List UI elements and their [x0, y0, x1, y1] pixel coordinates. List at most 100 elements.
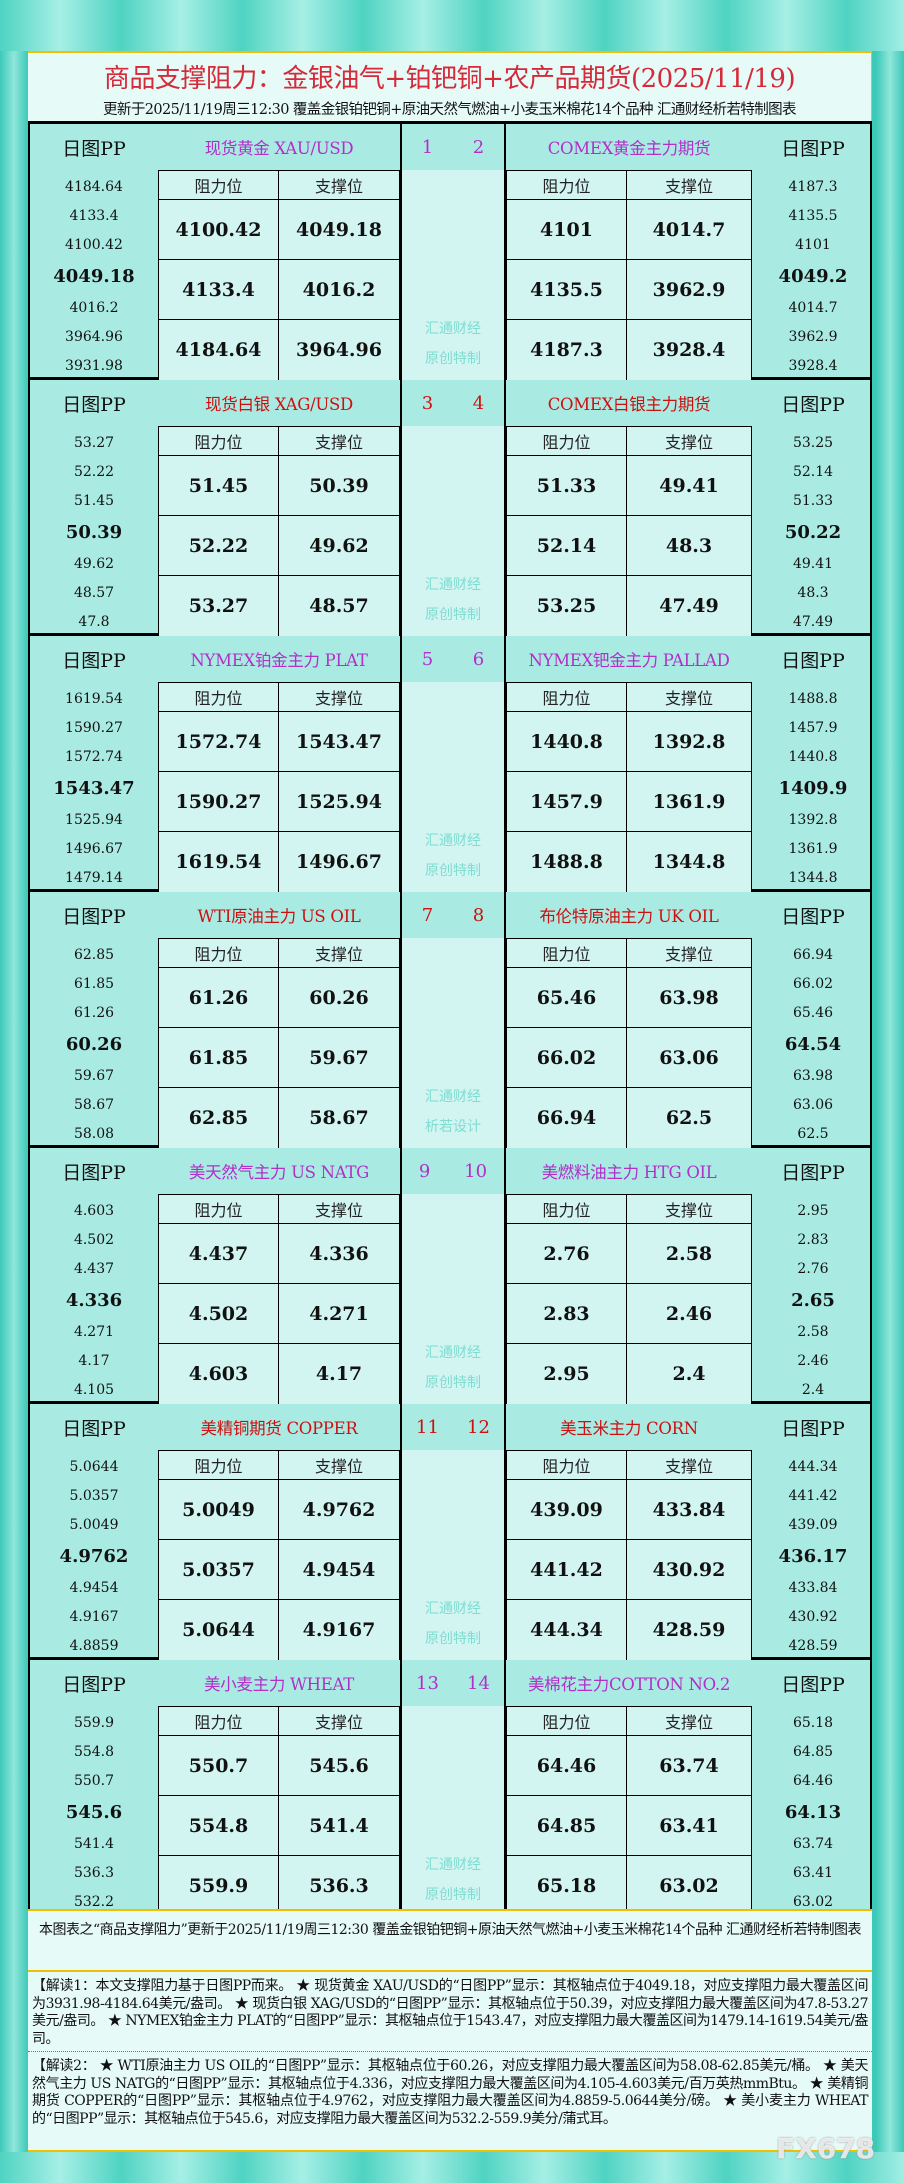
product-name-right: COMEX黄金主力期货	[547, 139, 711, 158]
resistance-value: 5.0644	[158, 1600, 279, 1660]
resistance-value: 65.46	[506, 968, 627, 1028]
pivot-point: 4049.2	[778, 265, 848, 287]
pp-level: 2.58	[797, 1323, 829, 1340]
frame-bottom	[0, 2152, 904, 2183]
watermark-text: 汇通财经	[425, 1089, 481, 1105]
pp-level: 1457.9	[788, 719, 838, 736]
pivot-point: 4.9762	[59, 1545, 129, 1567]
pivot-point: 60.26	[65, 1033, 123, 1055]
pp-level: 64.46	[792, 1772, 834, 1789]
product-name-left: 美精铜期货 COPPER	[200, 1419, 358, 1438]
pp-level: 66.02	[792, 975, 834, 992]
support-value: 48.57	[279, 576, 400, 636]
support-value: 63.02	[627, 1856, 752, 1916]
support-value: 433.84	[627, 1480, 752, 1540]
pp-level: 66.94	[792, 946, 834, 963]
support-header: 支撑位	[627, 1450, 752, 1480]
pp-level: 3931.98	[65, 357, 123, 374]
pp-level: 4.437	[73, 1260, 115, 1277]
support-value: 1525.94	[279, 772, 400, 832]
support-value: 3962.9	[627, 260, 752, 320]
resistance-value: 4101	[506, 200, 627, 260]
resistance-value: 1590.27	[158, 772, 279, 832]
pp-level: 64.85	[792, 1743, 834, 1760]
support-value: 63.98	[627, 968, 752, 1028]
title-box: 商品支撑阻力：金银油气+铂钯铜+农产品期货(2025/11/19) 更新于202…	[28, 51, 872, 121]
commodity-block: 日图PP 美精铜期货 COPPER 11 12 美玉米主力 CORN 日图PP 5.0644…	[28, 1401, 872, 1660]
pp-level: 428.59	[788, 1637, 838, 1654]
pivot-point: 64.13	[784, 1801, 842, 1823]
support-value: 63.74	[627, 1736, 752, 1796]
pp-level: 4016.2	[69, 299, 119, 316]
pp-level: 63.06	[792, 1096, 834, 1113]
product-name-left: 美小麦主力 WHEAT	[204, 1675, 354, 1694]
resistance-value: 4.502	[158, 1284, 279, 1344]
support-header: 支撑位	[627, 426, 752, 456]
watermark-text: 析若设计	[425, 1119, 481, 1135]
pp-level: 5.0049	[69, 1516, 119, 1533]
block-numbers: 11 12	[400, 1404, 506, 1450]
pp-level: 1572.74	[65, 748, 123, 765]
resistance-value: 4.437	[158, 1224, 279, 1284]
resistance-value: 1457.9	[506, 772, 627, 832]
pp-level: 532.2	[73, 1893, 115, 1910]
resistance-header: 阻力位	[506, 682, 627, 712]
support-value: 63.41	[627, 1796, 752, 1856]
resistance-header: 阻力位	[506, 1450, 627, 1480]
product-name-right: 美燃料油主力 HTG OIL	[541, 1163, 717, 1182]
resistance-header: 阻力位	[158, 1706, 279, 1736]
product-name-left: 现货白银 XAG/USD	[205, 395, 353, 414]
resistance-header: 阻力位	[506, 1706, 627, 1736]
pp-label: 日图PP	[781, 649, 845, 672]
support-header: 支撑位	[627, 170, 752, 200]
pp-list-right: 66.94 66.02 65.46 64.54 63.98 63.06 62.5	[752, 938, 874, 1148]
pp-list-left: 62.85 61.85 61.26 60.26 59.67 58.67 58.08	[30, 938, 158, 1148]
watermark-text: 汇通财经	[425, 577, 481, 593]
pp-level: 3964.96	[65, 328, 123, 345]
pp-label: 日图PP	[781, 905, 845, 928]
watermark-column: 汇通财经 析若设计	[400, 938, 506, 1148]
block-numbers: 9 10	[400, 1148, 506, 1194]
pivot-point: 1543.47	[53, 777, 135, 799]
block-number: 11	[416, 1416, 439, 1438]
pp-list-left: 4184.64 4133.4 4100.42 4049.18 4016.2 3964.96…	[30, 170, 158, 380]
resistance-value: 4135.5	[506, 260, 627, 320]
resistance-header: 阻力位	[158, 426, 279, 456]
pp-level: 62.5	[797, 1125, 829, 1142]
pp-label: 日图PP	[781, 393, 845, 416]
pp-level: 441.42	[788, 1487, 838, 1504]
pp-label: 日图PP	[62, 1417, 126, 1440]
support-value: 49.41	[627, 456, 752, 516]
pivot-point: 50.39	[65, 521, 123, 543]
pp-level: 433.84	[788, 1579, 838, 1596]
pp-level: 52.14	[792, 463, 834, 480]
pp-level: 4101	[795, 236, 831, 253]
watermark-text: 原创特制	[425, 863, 481, 879]
support-value: 541.4	[279, 1796, 400, 1856]
block-numbers: 13 14	[400, 1660, 506, 1706]
pp-level: 536.3	[73, 1864, 115, 1881]
commodity-block: 日图PP NYMEX铂金主力 PLAT 5 6 NYMEX钯金主力 PALLAD 日图PP…	[28, 633, 872, 892]
resistance-value: 61.26	[158, 968, 279, 1028]
pp-level: 48.57	[73, 584, 115, 601]
pp-list-right: 2.95 2.83 2.76 2.65 2.58 2.46 2.4	[752, 1194, 874, 1404]
pp-level: 4.105	[73, 1381, 115, 1398]
resistance-header: 阻力位	[158, 170, 279, 200]
pp-label: 日图PP	[62, 1673, 126, 1696]
resistance-value: 1572.74	[158, 712, 279, 772]
block-number: 1	[421, 136, 434, 158]
commodity-block: 日图PP 美小麦主力 WHEAT 13 14 美棉花主力COTTON NO.2 日图PP 5…	[28, 1657, 872, 1916]
block-number: 7	[421, 904, 434, 926]
pp-level: 559.9	[73, 1714, 115, 1731]
pp-level: 541.4	[73, 1835, 115, 1852]
support-value: 59.67	[279, 1028, 400, 1088]
pp-level: 4187.3	[788, 178, 838, 195]
pp-level: 49.41	[792, 555, 834, 572]
watermark-text: 原创特制	[425, 1375, 481, 1391]
block-number: 13	[416, 1672, 439, 1694]
pp-level: 4135.5	[788, 207, 838, 224]
pp-level: 65.18	[792, 1714, 834, 1731]
pp-level: 1525.94	[65, 811, 123, 828]
pp-level: 4.502	[73, 1231, 115, 1248]
